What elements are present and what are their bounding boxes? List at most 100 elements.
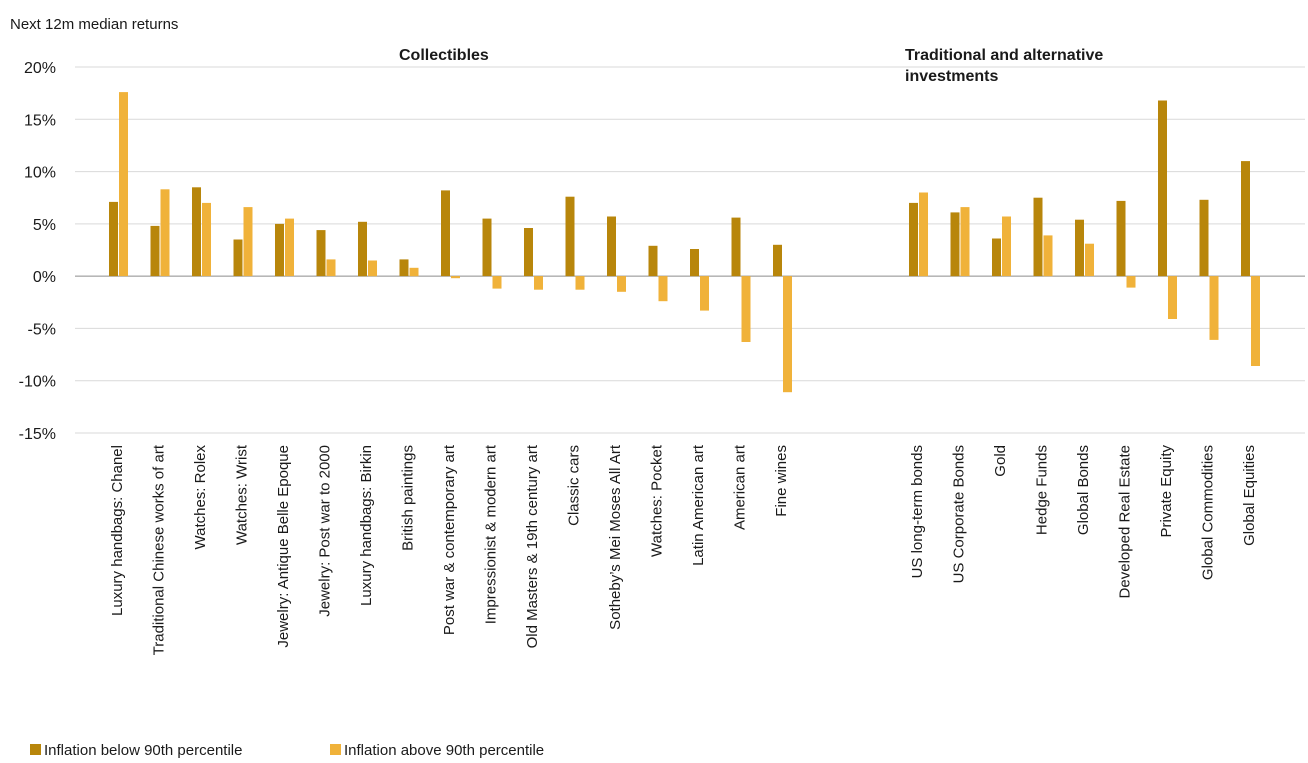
bar-below-90th-6 bbox=[358, 221, 367, 277]
category-label: Jewelry: Antique Belle Epoque bbox=[275, 445, 292, 648]
category-label: US long-term bonds bbox=[909, 445, 926, 578]
legend: Inflation below 90th percentile Inflation… bbox=[30, 742, 544, 759]
category-labels: Luxury handbags: Chanel Traditional Chine… bbox=[109, 444, 1258, 655]
bar-below-90th-20 bbox=[1033, 197, 1043, 277]
bar-below-90th-12 bbox=[607, 216, 616, 277]
bar-below-90th-8 bbox=[441, 190, 450, 277]
category-label: Luxury handbags: Birkin bbox=[358, 445, 375, 606]
legend-swatch bbox=[30, 744, 41, 755]
legend-label: Inflation above 90th percentile bbox=[344, 742, 544, 759]
bar-above-90th-21 bbox=[1085, 243, 1094, 277]
category-label: Luxury handbags: Chanel bbox=[109, 445, 126, 616]
bar-above-90th-16 bbox=[783, 276, 792, 393]
bar-below-90th-16 bbox=[773, 244, 782, 277]
bar-below-90th-10 bbox=[524, 228, 533, 277]
bar-above-90th-18 bbox=[960, 207, 970, 277]
category-label: Classic cars bbox=[566, 445, 583, 526]
bars bbox=[109, 92, 1260, 393]
bar-above-90th-10 bbox=[534, 276, 543, 290]
category-label: Watches: Rolex bbox=[192, 445, 209, 550]
bar-above-90th-20 bbox=[1043, 235, 1053, 277]
bar-below-90th-15 bbox=[731, 217, 741, 277]
y-tick-label: 20% bbox=[24, 60, 56, 77]
bar-above-90th-19 bbox=[1002, 216, 1011, 277]
bar-below-90th-22 bbox=[1116, 200, 1126, 277]
bar-below-90th-13 bbox=[648, 245, 658, 277]
category-label: Hedge Funds bbox=[1034, 445, 1051, 535]
y-axis-label: Next 12m median returns bbox=[10, 16, 178, 33]
y-tick-labels: 20% 15% 10% 5% 0% -5% -10% -15% bbox=[19, 60, 56, 443]
category-label: British paintings bbox=[400, 445, 417, 551]
bar-above-90th-8 bbox=[451, 276, 460, 279]
bar-above-90th-24 bbox=[1209, 276, 1219, 340]
bar-below-90th-24 bbox=[1199, 199, 1209, 277]
bar-below-90th-4 bbox=[275, 223, 284, 277]
bar-above-90th-17 bbox=[919, 192, 928, 277]
category-label: Global Bonds bbox=[1075, 445, 1092, 535]
category-label: Impressionist & modern art bbox=[483, 444, 500, 624]
category-label: Global Commodities bbox=[1200, 445, 1217, 580]
bar-below-90th-3 bbox=[233, 239, 243, 277]
group-label-collectibles: Collectibles bbox=[399, 47, 489, 64]
legend-label: Inflation below 90th percentile bbox=[44, 742, 242, 759]
y-tick-label: -10% bbox=[19, 374, 56, 391]
bar-below-90th-5 bbox=[316, 230, 326, 277]
bar-above-90th-1 bbox=[160, 189, 170, 277]
bar-below-90th-18 bbox=[950, 212, 960, 277]
bar-below-90th-14 bbox=[690, 249, 699, 277]
bar-above-90th-23 bbox=[1168, 276, 1177, 319]
bar-below-90th-21 bbox=[1075, 219, 1084, 277]
bar-below-90th-0 bbox=[109, 201, 118, 277]
bar-above-90th-5 bbox=[326, 259, 336, 277]
category-label: Post war & contemporary art bbox=[441, 444, 458, 635]
y-tick-label: 0% bbox=[33, 269, 56, 286]
category-label: Watches: Pocket bbox=[649, 444, 666, 557]
legend-swatch bbox=[330, 744, 341, 755]
y-tick-label: 15% bbox=[24, 112, 56, 129]
bar-above-90th-25 bbox=[1251, 276, 1260, 366]
category-label: Developed Real Estate bbox=[1117, 445, 1134, 598]
bar-above-90th-11 bbox=[575, 276, 585, 290]
category-label: Private Equity bbox=[1158, 445, 1175, 538]
bar-above-90th-9 bbox=[492, 276, 502, 289]
bar-below-90th-2 bbox=[192, 187, 201, 277]
bar-below-90th-25 bbox=[1241, 161, 1250, 277]
bar-above-90th-13 bbox=[658, 276, 668, 302]
category-label: US Corporate Bonds bbox=[951, 445, 968, 583]
category-label: Old Masters & 19th century art bbox=[524, 444, 541, 648]
bar-above-90th-15 bbox=[741, 276, 751, 342]
bar-above-90th-14 bbox=[700, 276, 709, 311]
y-tick-label: -5% bbox=[28, 321, 56, 338]
bar-above-90th-22 bbox=[1126, 276, 1136, 288]
category-label: Global Equities bbox=[1241, 445, 1258, 546]
category-label: Traditional Chinese works of art bbox=[151, 444, 168, 655]
group-label-line: investments bbox=[905, 68, 998, 85]
y-tick-label: 10% bbox=[24, 165, 56, 182]
category-label: Latin American art bbox=[690, 444, 707, 566]
group-labels: Collectibles Traditional and alternative i… bbox=[399, 47, 1103, 85]
category-label: Gold bbox=[992, 445, 1009, 477]
bar-below-90th-23 bbox=[1158, 100, 1167, 277]
category-label: American art bbox=[732, 444, 749, 530]
group-label-line: Traditional and alternative bbox=[905, 47, 1103, 64]
bar-above-90th-3 bbox=[243, 207, 253, 277]
y-tick-label: 5% bbox=[33, 217, 56, 234]
category-label: Sotheby’s Mei Moses All Art bbox=[607, 444, 624, 630]
bar-below-90th-9 bbox=[482, 218, 492, 277]
bar-above-90th-6 bbox=[368, 260, 377, 277]
bar-above-90th-7 bbox=[409, 267, 419, 277]
bar-below-90th-1 bbox=[150, 225, 160, 277]
bar-below-90th-7 bbox=[399, 259, 409, 277]
bar-below-90th-19 bbox=[992, 238, 1001, 277]
category-label: Fine wines bbox=[773, 445, 790, 517]
bar-above-90th-0 bbox=[119, 92, 128, 277]
bar-below-90th-11 bbox=[565, 196, 575, 277]
bar-below-90th-17 bbox=[909, 202, 918, 277]
category-label: Watches: Wrist bbox=[234, 444, 251, 545]
group-label-traditional: Traditional and alternative investments bbox=[905, 47, 1103, 85]
category-label: Jewelry: Post war to 2000 bbox=[317, 445, 334, 617]
y-tick-label: -15% bbox=[19, 426, 56, 443]
bar-above-90th-2 bbox=[202, 202, 211, 277]
bar-above-90th-4 bbox=[285, 218, 294, 277]
